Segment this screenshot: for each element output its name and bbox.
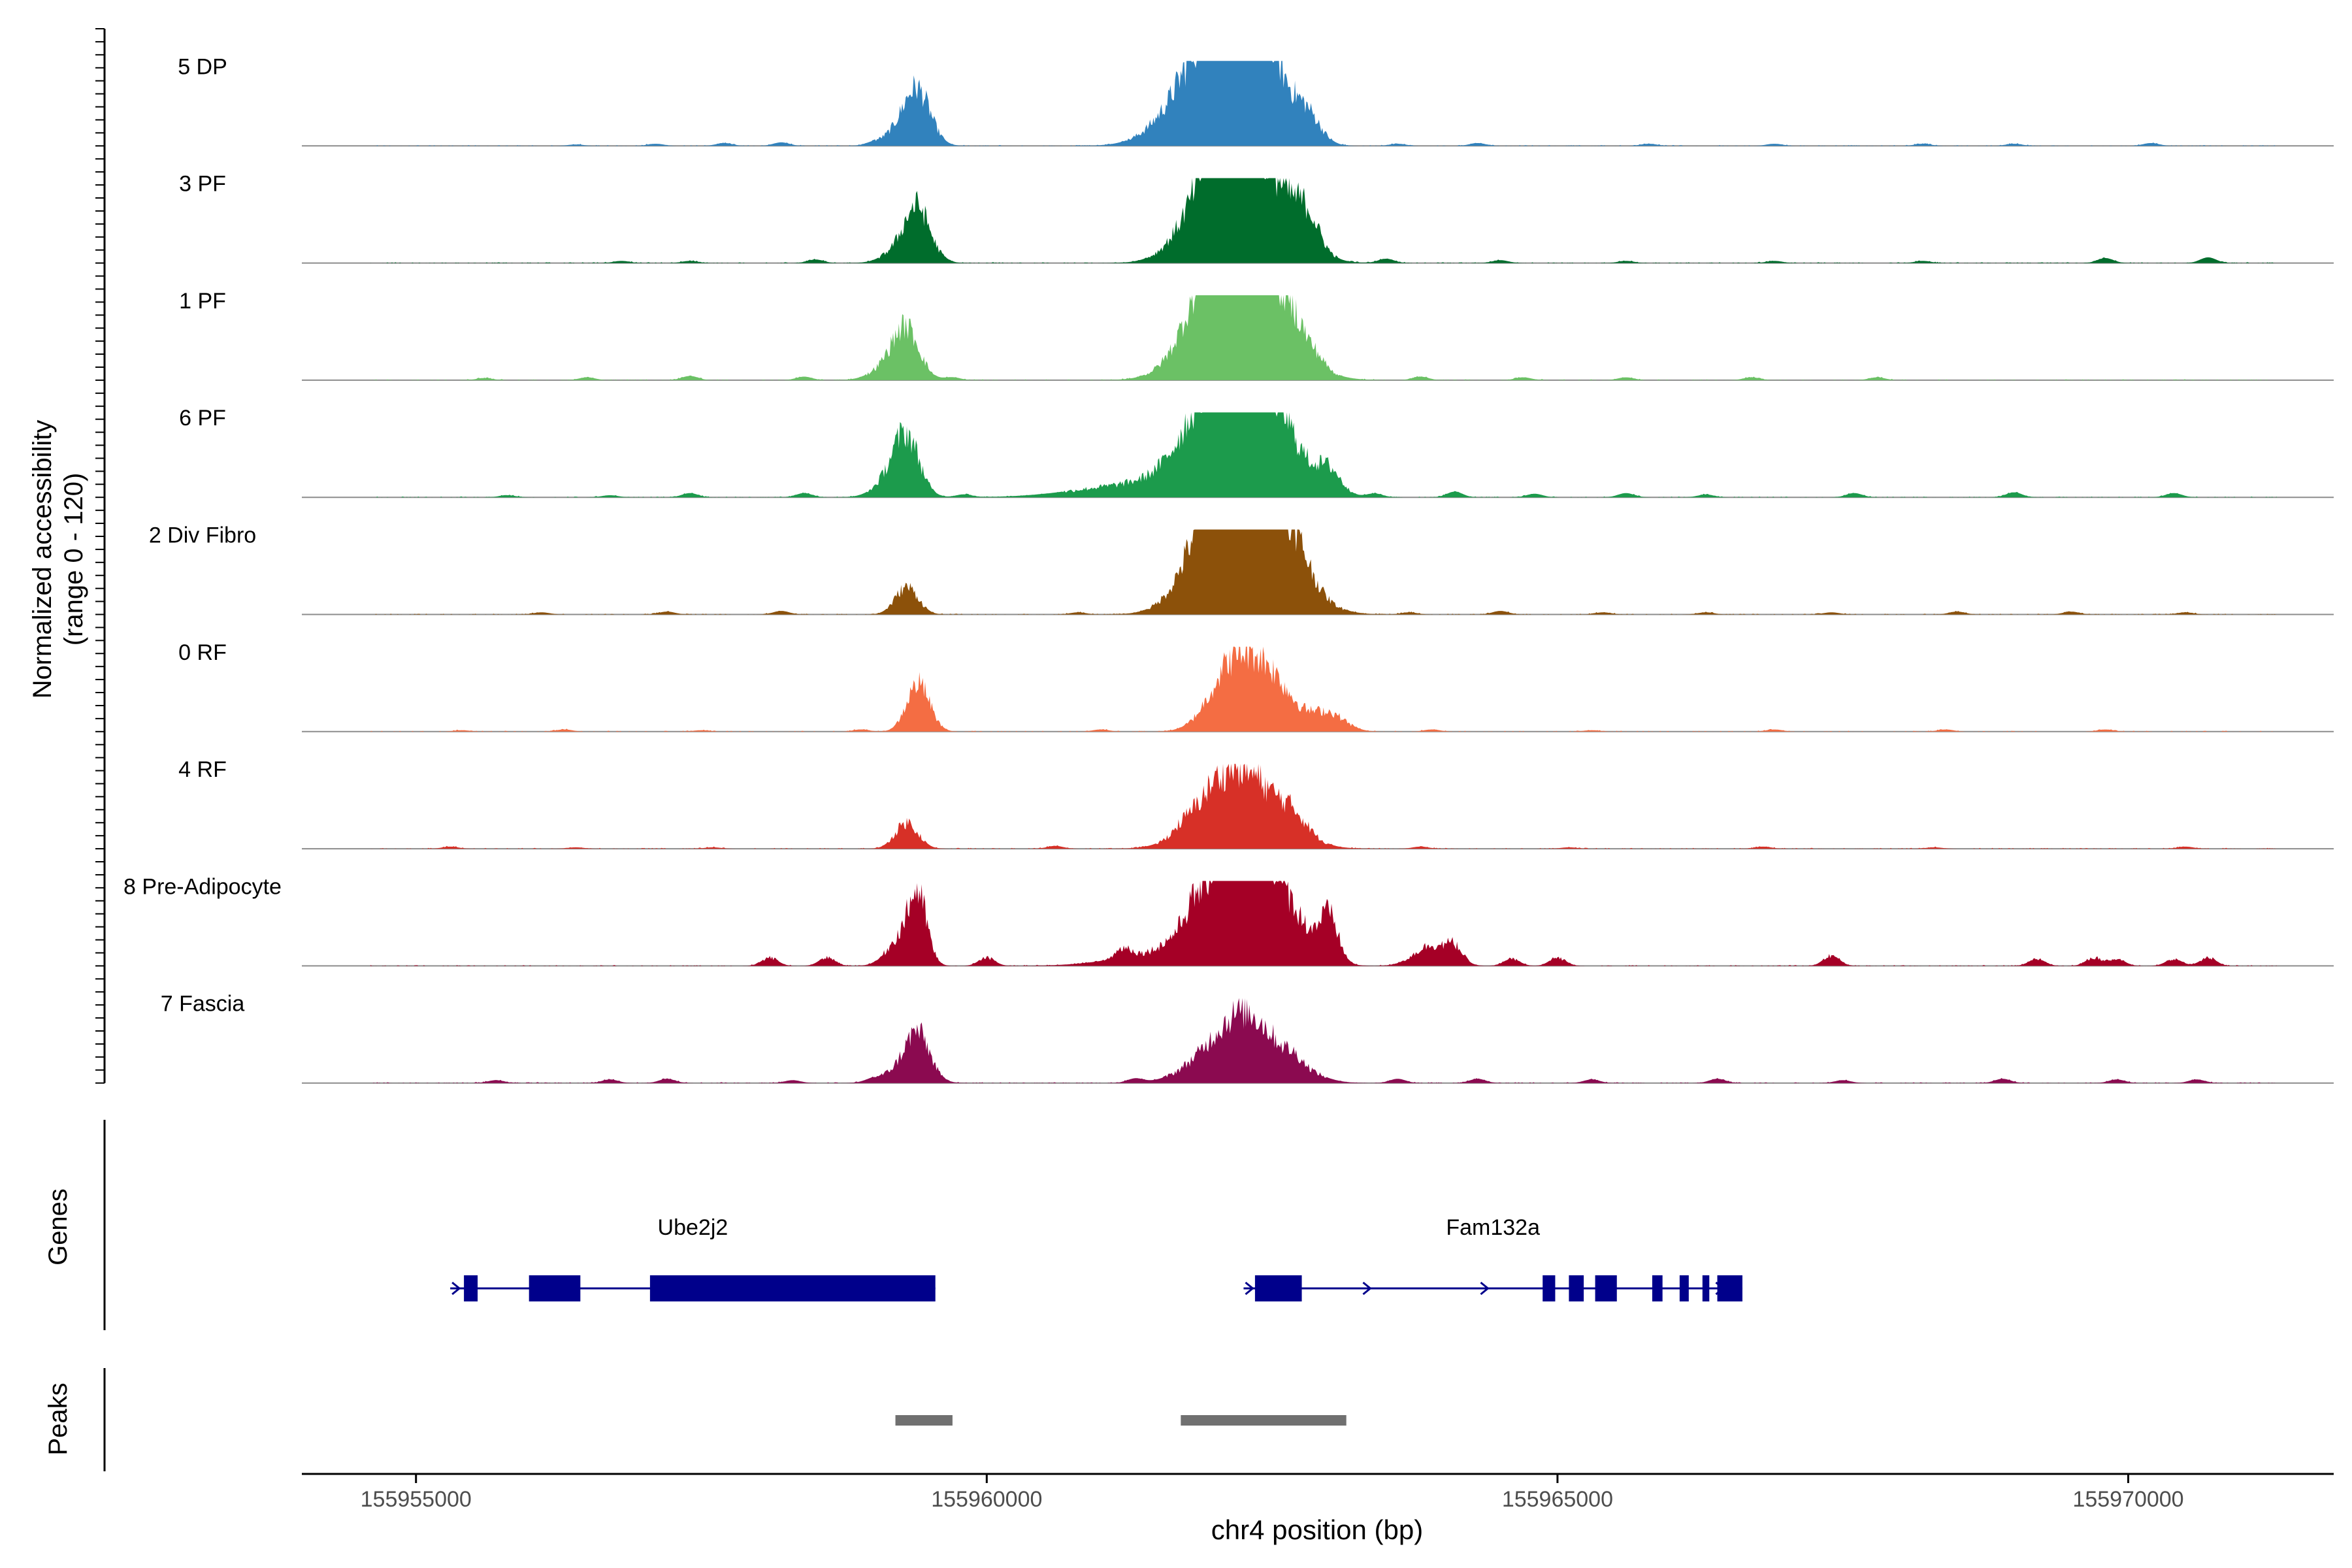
track-label: 7 Fascia: [161, 992, 245, 1017]
gene-label: Fam132a: [1446, 1215, 1540, 1240]
called-peak: [895, 1415, 953, 1426]
coverage-area: [370, 881, 2277, 966]
track-4-rf: 4 RF: [178, 757, 2334, 850]
coverage-area: [370, 61, 2277, 146]
track-label: 5 DP: [178, 54, 227, 79]
coverage-area: [370, 646, 2277, 732]
called-peak: [1181, 1415, 1347, 1426]
exon: [1679, 1275, 1689, 1301]
gene-ube2j2: Ube2j2: [450, 1215, 936, 1301]
track-7-fascia: 7 Fascia: [161, 992, 2334, 1084]
track-label: 6 PF: [179, 406, 226, 431]
track-0-rf: 0 RF: [178, 640, 2334, 732]
strand-arrow: [1245, 1281, 1254, 1296]
exon: [1254, 1275, 1302, 1301]
coverage-area: [370, 529, 2277, 615]
exon: [1702, 1275, 1710, 1301]
exon: [1652, 1275, 1663, 1301]
gene-fam132a: Fam132a: [1243, 1215, 1742, 1301]
track-label: 3 PF: [179, 172, 226, 197]
coverage-area: [370, 295, 2277, 380]
x-tick-label: 155965000: [1502, 1487, 1613, 1512]
track-label: 0 RF: [178, 640, 227, 665]
strand-arrow: [451, 1281, 461, 1296]
track-6-pf: 6 PF: [179, 406, 2334, 498]
exon: [529, 1275, 581, 1301]
peaks-panel-label: Peaks: [44, 1382, 73, 1455]
x-tick-label: 155960000: [931, 1487, 1042, 1512]
track-label: 1 PF: [179, 289, 226, 314]
track-label: 4 RF: [178, 757, 227, 782]
x-axis-label: chr4 position (bp): [1211, 1514, 1424, 1545]
track-label: 2 Div Fibro: [149, 523, 256, 548]
exon: [649, 1275, 936, 1301]
track-5-dp: 5 DP: [178, 54, 2334, 147]
track-1-pf: 1 PF: [179, 289, 2334, 381]
strand-arrow: [1480, 1281, 1490, 1296]
track-2-div-fibro: 2 Div Fibro: [149, 523, 2334, 615]
track-8-pre-adipocyte: 8 Pre-Adipocyte: [123, 874, 2334, 967]
track-label: 8 Pre-Adipocyte: [123, 874, 282, 899]
track-3-pf: 3 PF: [179, 172, 2334, 264]
exon: [464, 1275, 478, 1301]
exon: [1543, 1275, 1556, 1301]
exon: [1569, 1275, 1584, 1301]
coverage-area: [370, 412, 2277, 498]
genes-panel-label: Genes: [44, 1188, 73, 1266]
gene-label: Ube2j2: [658, 1215, 728, 1240]
coverage-area: [370, 998, 2277, 1083]
x-tick-label: 155970000: [2072, 1487, 2183, 1512]
strand-arrow: [1362, 1281, 1372, 1296]
x-tick-label: 155955000: [361, 1487, 472, 1512]
y-axis-label-range: (range 0 - 120): [59, 473, 88, 646]
coverage-area: [370, 764, 2277, 849]
y-axis-label: Normalized accessibility: [28, 420, 57, 699]
exon: [1717, 1275, 1742, 1301]
coverage-area: [370, 178, 2277, 263]
exon: [1595, 1275, 1617, 1301]
